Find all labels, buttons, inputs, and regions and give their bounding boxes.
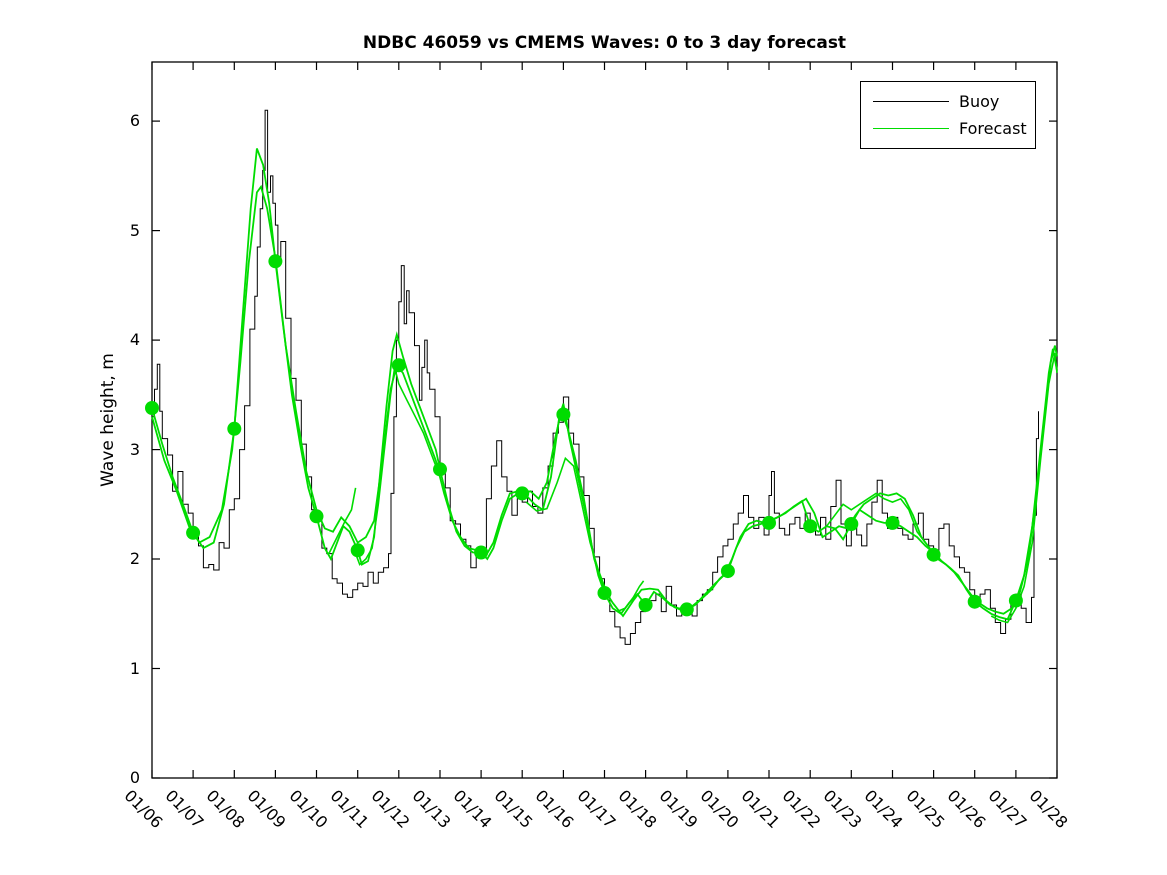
forecast-marker	[597, 586, 612, 600]
forecast-marker	[638, 598, 653, 612]
forecast-marker	[227, 421, 242, 436]
forecast-series-line	[525, 456, 606, 587]
forecast-marker	[391, 358, 406, 373]
forecast-marker	[433, 462, 447, 477]
forecast-marker	[967, 594, 982, 609]
forecast-marker	[556, 407, 571, 422]
legend-item-buoy: Buoy	[861, 88, 1035, 115]
forecast-marker	[1008, 593, 1023, 608]
forecast-series-line	[352, 367, 441, 566]
y-tick-label: 6	[129, 111, 140, 131]
legend-label-forecast: Forecast	[959, 119, 1027, 138]
forecast-marker	[720, 564, 735, 579]
forecast-marker	[474, 545, 489, 560]
forecast-series-line	[151, 148, 1058, 621]
y-tick-label: 4	[129, 330, 140, 350]
plot-border	[151, 61, 1058, 779]
forecast-marker	[803, 519, 818, 534]
y-tick-label: 1	[129, 658, 140, 678]
forecast-marker	[350, 543, 365, 558]
forecast-line-swatch-icon	[873, 128, 949, 129]
forecast-series-line	[616, 580, 645, 613]
forecast-series-line	[825, 492, 927, 544]
forecast-marker	[309, 509, 324, 524]
y-tick-label: 2	[129, 549, 140, 569]
chart-title: NDBC 46059 vs CMEMS Waves: 0 to 3 day fo…	[362, 33, 847, 53]
legend-item-forecast: Forecast	[861, 115, 1035, 142]
forecast-series-line	[328, 487, 357, 554]
legend-label-buoy: Buoy	[959, 92, 1000, 111]
forecast-marker	[885, 515, 900, 530]
forecast-series-line	[990, 353, 1058, 624]
y-tick-label: 0	[129, 768, 140, 787]
buoy-line-swatch-icon	[873, 101, 949, 102]
forecast-marker	[679, 602, 694, 617]
y-tick-label: 3	[129, 439, 140, 459]
forecast-marker	[926, 547, 941, 562]
forecast-marker	[844, 517, 859, 531]
forecast-marker	[268, 254, 283, 269]
legend: Buoy Forecast	[860, 81, 1036, 149]
y-tick-label: 5	[129, 220, 140, 240]
forecast-marker	[515, 486, 530, 501]
forecast-marker	[762, 515, 776, 530]
forecast-series-line	[151, 184, 1058, 618]
forecast-marker	[145, 401, 159, 415]
forecast-marker	[186, 525, 201, 540]
